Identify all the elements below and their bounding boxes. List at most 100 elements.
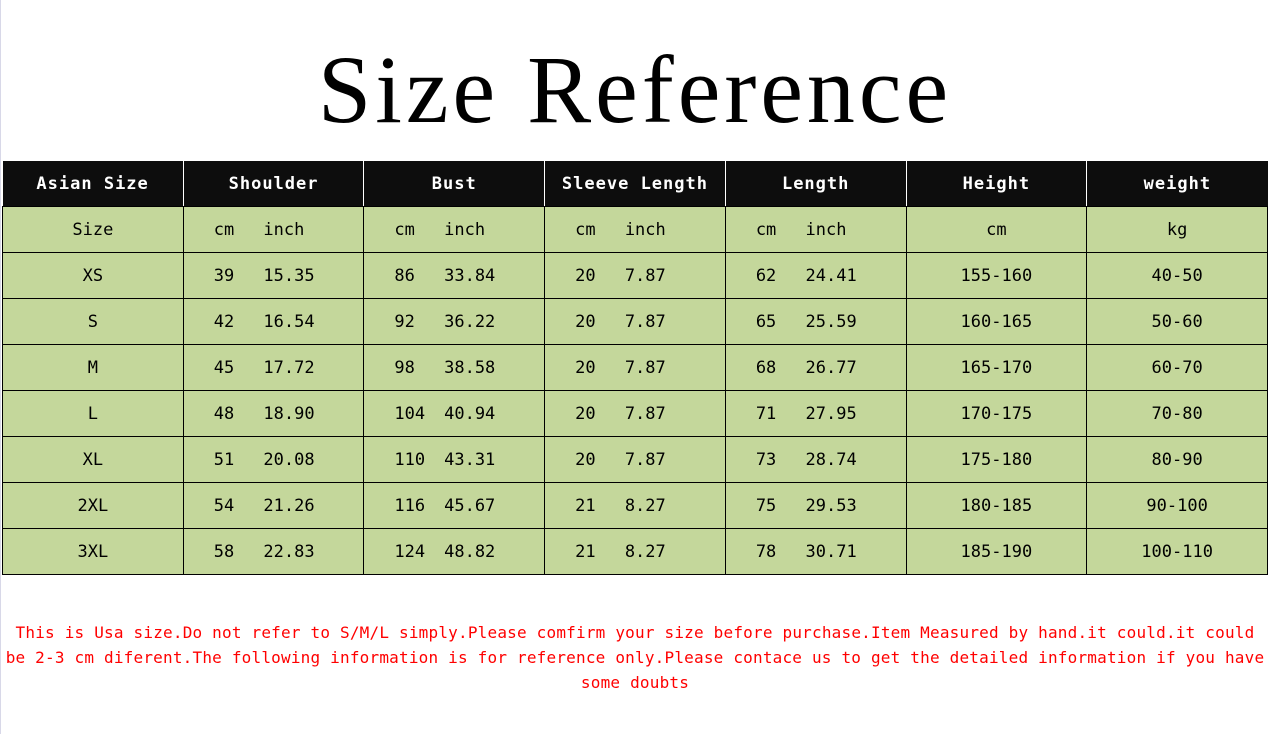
cm-value: 48	[213, 403, 235, 424]
inch-value: 30.71	[805, 541, 857, 562]
cm-value: 20	[575, 357, 596, 378]
cm-value: 54	[213, 495, 235, 516]
size-cell: 3XL	[2, 528, 184, 575]
inch-value: 7.87	[624, 311, 666, 332]
size-cell: M	[2, 344, 184, 391]
measurement-cell: cm inch	[182, 206, 365, 253]
inch-value: 20.08	[263, 449, 315, 470]
inch-value: 22.83	[263, 541, 315, 562]
cm-value: 75	[755, 495, 777, 516]
inch-value: 8.27	[624, 495, 666, 516]
inch-value: 16.54	[263, 311, 315, 332]
page-title: Size Reference	[317, 36, 953, 143]
cm-value: 124	[394, 541, 426, 562]
measurement-cell: 20 7.87	[544, 436, 726, 483]
measurement-cell: 20 7.87	[544, 252, 726, 299]
height-cell: 170-175	[905, 390, 1088, 437]
measurement-cell: 20 7.87	[544, 344, 726, 391]
inch-value: 7.87	[624, 357, 666, 378]
measurement-cell: 51 20.08	[182, 436, 365, 483]
cm-inch-pair: cm inch	[726, 220, 906, 240]
height-cell: 160-165	[905, 298, 1088, 345]
measurement-cell: 42 16.54	[182, 298, 365, 345]
column-header: weight	[1086, 161, 1268, 207]
cm-value: 86	[394, 265, 415, 286]
inch-value: 33.84	[444, 265, 496, 286]
size-cell: XL	[2, 436, 184, 483]
cm-inch-pair: 54 21.26	[184, 496, 364, 516]
weight-cell: 40-50	[1086, 252, 1268, 299]
cm-value: 58	[213, 541, 235, 562]
inch-value: 17.72	[263, 357, 315, 378]
column-header: Bust	[363, 161, 546, 207]
cm-value: cm	[575, 219, 596, 240]
measurement-cell: 78 30.71	[724, 528, 907, 575]
cm-inch-pair: 92 36.22	[364, 312, 544, 332]
weight-cell: 100-110	[1086, 528, 1268, 575]
cm-inch-pair: 20 7.87	[545, 450, 725, 470]
table-row: M 45 17.72 98 38.58 20 7.87 68 26.77 165-170 60-70	[2, 344, 1268, 391]
measurement-cell: 104 40.94	[363, 390, 546, 437]
column-header: Shoulder	[182, 161, 365, 207]
table-row: 2XL 54 21.26 116 45.67 21 8.27 75 29.53 180-185 90…	[2, 482, 1268, 529]
cm-value: 73	[755, 449, 777, 470]
cm-inch-pair: 58 22.83	[184, 542, 364, 562]
inch-value: 7.87	[624, 265, 666, 286]
cm-value: cm	[755, 219, 777, 240]
size-cell: 2XL	[2, 482, 184, 529]
measurement-cell: 45 17.72	[182, 344, 365, 391]
measurement-cell: 110 43.31	[363, 436, 546, 483]
height-cell: 165-170	[905, 344, 1088, 391]
cm-inch-pair: 104 40.94	[364, 404, 544, 424]
cm-value: 20	[575, 265, 596, 286]
measurement-cell: 21 8.27	[544, 482, 726, 529]
cm-inch-pair: cm inch	[545, 220, 725, 240]
cm-value: 20	[575, 403, 596, 424]
inch-value: 15.35	[263, 265, 315, 286]
weight-cell: 80-90	[1086, 436, 1268, 483]
cm-inch-pair: 110 43.31	[364, 450, 544, 470]
measurement-cell: 21 8.27	[544, 528, 726, 575]
cm-value: 20	[575, 449, 596, 470]
disclaimer-note: This is Usa size.Do not refer to S/M/L s…	[5, 623, 1265, 692]
inch-value: 48.82	[444, 541, 496, 562]
measurement-cell: cm inch	[724, 206, 907, 253]
weight-cell: 90-100	[1086, 482, 1268, 529]
inch-value: 36.22	[444, 311, 496, 332]
cm-inch-pair: 71 27.95	[726, 404, 906, 424]
cm-inch-pair: 65 25.59	[726, 312, 906, 332]
table-row: XS 39 15.35 86 33.84 20 7.87 62 24.41 155-160 40-5…	[2, 252, 1268, 299]
inch-value: inch	[263, 219, 305, 240]
size-cell: XS	[2, 252, 184, 299]
inch-value: 27.95	[805, 403, 857, 424]
measurement-cell: 58 22.83	[182, 528, 365, 575]
inch-value: 25.59	[805, 311, 857, 332]
inch-value: 26.77	[805, 357, 857, 378]
cm-inch-pair: 78 30.71	[726, 542, 906, 562]
measurement-cell: 48 18.90	[182, 390, 365, 437]
cm-inch-pair: 48 18.90	[184, 404, 364, 424]
inch-value: 21.26	[263, 495, 315, 516]
cm-inch-pair: 124 48.82	[364, 542, 544, 562]
table-row: S 42 16.54 92 36.22 20 7.87 65 25.59 160-165 50-60	[2, 298, 1268, 345]
cm-value: 39	[213, 265, 235, 286]
cm-value: 21	[575, 495, 596, 516]
weight-cell: 50-60	[1086, 298, 1268, 345]
measurement-cell: 116 45.67	[363, 482, 546, 529]
cm-value: 104	[394, 403, 426, 424]
inch-value: 7.87	[624, 449, 666, 470]
inch-value: 8.27	[624, 541, 666, 562]
size-cell: L	[2, 390, 184, 437]
table-row: XL 51 20.08 110 43.31 20 7.87 73 28.74 175-180 80-…	[2, 436, 1268, 483]
measurement-cell: 68 26.77	[724, 344, 907, 391]
cm-value: 98	[394, 357, 415, 378]
inch-value: 45.67	[444, 495, 496, 516]
measurement-cell: 124 48.82	[363, 528, 546, 575]
cm-value: cm	[394, 219, 415, 240]
header-row: Asian Size Shoulder Bust Sleeve Length Lengt…	[2, 161, 1268, 207]
inch-value: 18.90	[263, 403, 315, 424]
measurement-cell: 98 38.58	[363, 344, 546, 391]
cm-inch-pair: 20 7.87	[545, 404, 725, 424]
measurement-cell: cm inch	[544, 206, 726, 253]
height-cell: 175-180	[905, 436, 1088, 483]
